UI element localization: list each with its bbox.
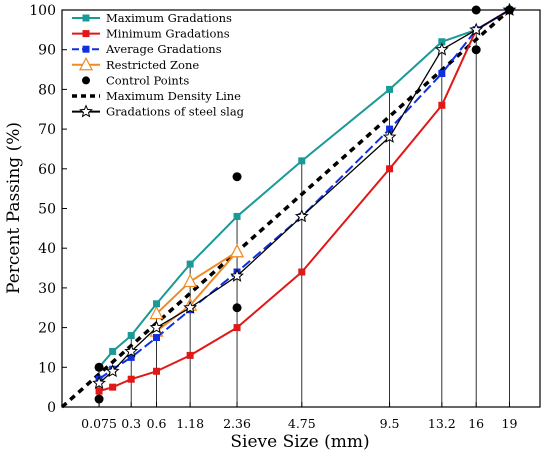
data-point-square <box>298 157 306 165</box>
data-point-star <box>79 104 93 118</box>
y-tick-label: 20 <box>38 321 56 337</box>
x-tick-label: 1.18 <box>176 416 204 431</box>
data-point-circle <box>82 76 90 85</box>
y-axis-label: Percent Passing (%) <box>4 122 24 294</box>
data-point-square <box>438 70 446 78</box>
data-point-square <box>186 260 194 268</box>
data-point-star <box>382 129 397 143</box>
data-point-square <box>298 268 306 276</box>
data-point-circle <box>471 45 481 55</box>
x-tick-label: 4.75 <box>288 416 316 431</box>
legend: Maximum Gradations Minimum GradationsAver… <box>72 11 245 119</box>
y-tick-label: 10 <box>38 360 56 376</box>
data-point-square <box>233 212 241 220</box>
y-tick-label: 0 <box>47 400 56 416</box>
series-maximum-density-line <box>60 8 511 409</box>
data-point-square <box>109 383 117 391</box>
data-point-circle <box>504 5 514 15</box>
series-control-points <box>94 5 514 404</box>
axes: 0 10 20 30 40 50 60 70 80 90 100 0.075 0.3 0.6 1.18 2.3… <box>29 3 517 431</box>
data-point-circle <box>232 172 242 182</box>
y-tick-label: 50 <box>38 202 56 218</box>
data-point-star <box>124 344 139 358</box>
y-tick-label: 80 <box>38 82 56 98</box>
data-point-square <box>127 353 135 361</box>
x-tick-label: 0.075 <box>81 416 117 431</box>
y-tick-label: 40 <box>38 241 56 257</box>
legend-label: Gradations of steel slag <box>106 105 245 119</box>
y-tick-label: 30 <box>38 281 56 297</box>
x-tick-label: 0.6 <box>147 416 167 431</box>
data-point-star <box>469 22 484 36</box>
data-point-square <box>386 165 394 173</box>
data-point-triangle <box>230 243 245 258</box>
x-axis-label: Sieve Size (mm) <box>230 432 369 452</box>
data-point-square <box>186 351 194 359</box>
data-point-square <box>127 375 135 383</box>
legend-item: Minimum Gradations <box>72 27 230 41</box>
data-point-square <box>386 125 394 133</box>
data-point-square <box>386 85 394 93</box>
data-point-circle <box>232 303 242 313</box>
data-point-circle <box>94 394 104 404</box>
data-point-square <box>438 101 446 109</box>
series-line <box>155 250 239 332</box>
data-point-square <box>153 300 161 308</box>
data-point-star <box>149 320 164 334</box>
data-point-star <box>92 375 106 390</box>
series-line <box>60 8 511 409</box>
legend-label: Average Gradations <box>105 42 222 56</box>
data-point-square <box>233 324 241 332</box>
data-point-square <box>153 367 161 375</box>
data-point-star <box>105 364 120 378</box>
legend-item: Gradations of steel slag <box>72 104 245 119</box>
data-point-circle <box>471 5 481 15</box>
series-layer <box>60 2 517 409</box>
data-point-square <box>127 332 135 340</box>
x-tick-label: 0.3 <box>121 416 141 431</box>
data-point-square <box>82 30 90 38</box>
y-tick-label: 100 <box>29 3 56 19</box>
x-tick-label: 19 <box>502 416 518 431</box>
y-tick-label: 60 <box>38 162 56 178</box>
legend-label: Restricted Zone <box>106 58 199 72</box>
y-tick-label: 70 <box>38 122 56 138</box>
x-tick-label: 2.36 <box>223 416 251 431</box>
data-point-square <box>109 347 117 355</box>
data-point-star <box>294 209 309 223</box>
legend-item: Restricted Zone <box>72 56 199 72</box>
legend-label: Maximum Density Line <box>106 89 241 103</box>
legend-label: Minimum Gradations <box>106 27 230 41</box>
data-point-star <box>183 300 198 314</box>
legend-item: Control Points <box>82 73 189 87</box>
legend-item: Maximum Gradations <box>72 11 232 25</box>
data-point-square <box>153 334 161 342</box>
legend-item: Average Gradations <box>72 42 222 56</box>
data-point-square <box>438 38 446 46</box>
legend-label: Maximum Gradations <box>106 11 232 25</box>
data-point-square <box>95 387 103 395</box>
data-point-circle <box>94 362 104 372</box>
data-point-star <box>230 268 244 282</box>
data-point-triangle <box>78 56 94 71</box>
legend-item: Maximum Density Line <box>72 89 241 103</box>
data-point-triangle <box>149 305 164 320</box>
data-point-star <box>434 42 449 56</box>
y-tick-label: 90 <box>38 43 56 59</box>
data-point-square <box>82 14 90 22</box>
data-point-square <box>82 45 90 53</box>
x-tick-label: 16 <box>468 416 484 431</box>
x-tick-label: 9.5 <box>380 416 400 431</box>
data-point-triangle <box>183 273 198 288</box>
x-tick-label: 13.2 <box>428 416 456 431</box>
legend-label: Control Points <box>106 73 189 87</box>
